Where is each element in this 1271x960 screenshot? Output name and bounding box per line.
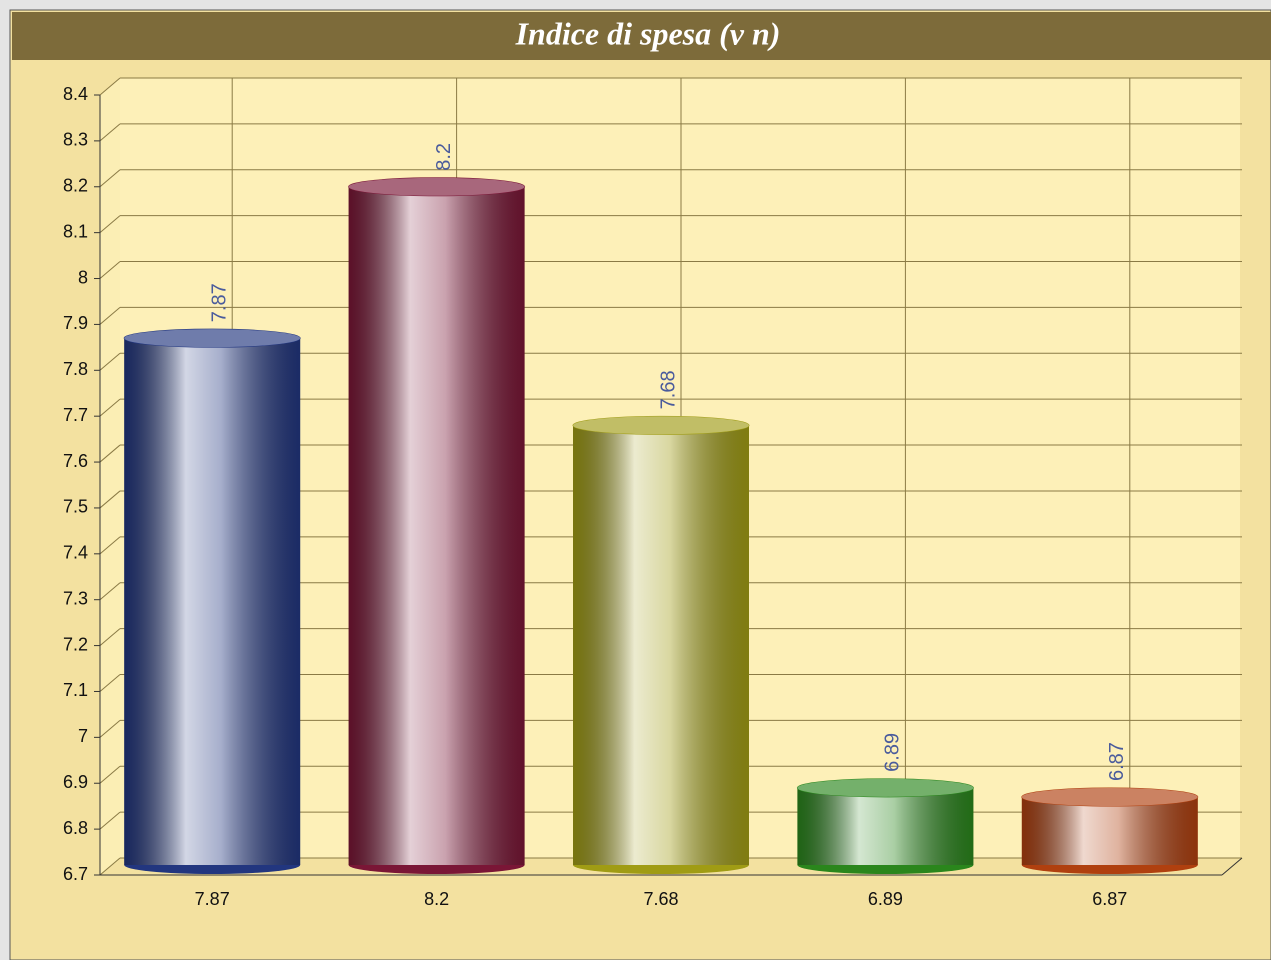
grid-line <box>99 77 121 96</box>
x-tick-label: 8.2 <box>424 889 449 909</box>
y-tick-label: 6.9 <box>63 772 88 792</box>
bar-top <box>348 177 526 197</box>
y-tick-label: 6.7 <box>63 864 88 884</box>
bar-top-shine <box>573 416 749 435</box>
bar-shine <box>348 186 525 865</box>
bar-shine <box>797 787 974 865</box>
bar-shine <box>124 338 301 865</box>
y-tick-label: 8.3 <box>63 130 88 150</box>
grid-line <box>99 674 121 692</box>
grid-line <box>99 582 121 601</box>
data-label: 7.68 <box>657 370 679 409</box>
y-tick-label: 7.4 <box>63 543 88 563</box>
bar-top-shine <box>797 778 974 797</box>
bar-shine <box>573 425 749 865</box>
bar-top <box>796 778 974 798</box>
bar <box>348 177 526 874</box>
x-tick-label: 6.89 <box>868 889 903 909</box>
grid-line <box>99 215 121 234</box>
bar <box>572 415 750 874</box>
y-tick-label: 7.2 <box>63 634 88 654</box>
bar-top <box>572 415 750 435</box>
bar-shine <box>1021 797 1198 865</box>
x-tick-label: 7.68 <box>643 889 678 909</box>
y-tick-label: 7.1 <box>63 680 88 700</box>
bar-top-shine <box>348 177 525 196</box>
axis-line <box>1221 857 1243 876</box>
y-tick-label: 8.1 <box>63 221 88 241</box>
grid-line <box>99 536 121 555</box>
grid-line <box>99 811 121 830</box>
grid-line <box>99 490 121 509</box>
grid-line <box>99 765 121 784</box>
bar <box>1021 787 1199 874</box>
y-tick-label: 8 <box>78 267 88 287</box>
bar-top <box>1021 787 1199 807</box>
y-tick-label: 6.8 <box>63 818 88 838</box>
grid-line <box>99 628 121 646</box>
x-tick-label: 7.87 <box>195 889 230 909</box>
y-tick-label: 7.7 <box>63 405 88 425</box>
x-tick-label: 6.87 <box>1092 889 1127 909</box>
grid-line <box>99 719 121 738</box>
grid-line <box>99 261 121 279</box>
side-wall <box>100 78 120 875</box>
grid-line <box>99 857 121 876</box>
bar <box>796 778 974 874</box>
title-bar <box>12 12 1271 60</box>
data-label: 6.89 <box>882 733 904 772</box>
y-tick-label: 7.9 <box>63 313 88 333</box>
y-tick-label: 7.6 <box>63 451 88 471</box>
y-tick-label: 8.4 <box>63 84 88 104</box>
bar-top-shine <box>1021 788 1198 806</box>
chart-title: Indice di spesa (v n) <box>515 15 781 51</box>
y-tick-label: 7 <box>78 726 88 746</box>
grid-line <box>99 307 121 325</box>
grid-line <box>99 444 121 463</box>
y-tick-label: 7.5 <box>63 497 88 517</box>
bar <box>123 328 301 874</box>
y-tick-label: 8.2 <box>63 176 88 196</box>
grid-line <box>99 398 121 417</box>
data-label: 7.87 <box>208 283 230 322</box>
y-tick-label: 7.3 <box>63 588 88 608</box>
bar-top-shine <box>124 329 301 348</box>
data-label: 8.2 <box>433 143 455 171</box>
bar-top <box>123 328 301 348</box>
grid-line <box>99 169 121 188</box>
y-tick-label: 7.8 <box>63 359 88 379</box>
data-label: 6.87 <box>1106 742 1128 781</box>
grid-line <box>99 123 121 142</box>
grid-line <box>99 352 121 371</box>
